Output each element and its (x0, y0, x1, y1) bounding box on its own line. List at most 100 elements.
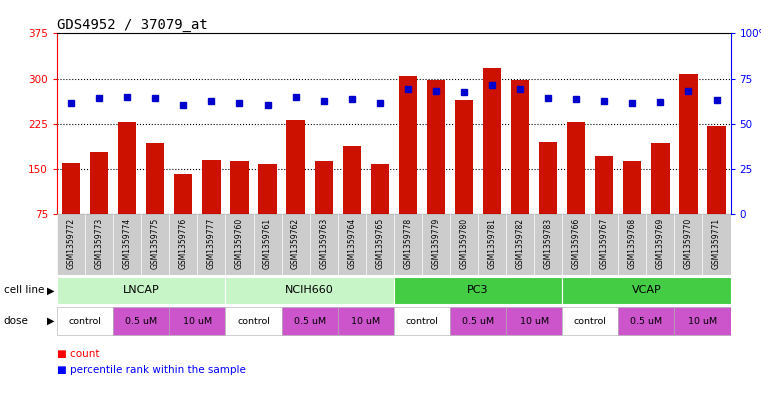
Text: PC3: PC3 (467, 285, 489, 296)
Text: GSM1359760: GSM1359760 (235, 218, 244, 269)
Text: GSM1359763: GSM1359763 (319, 218, 328, 269)
Bar (478, 214, 506, 275)
Bar (57, 214, 85, 275)
Text: dose: dose (4, 316, 29, 326)
Bar (57, 307, 113, 335)
Bar (646, 214, 674, 275)
Bar (399, 75, 417, 259)
Text: GSM1359776: GSM1359776 (179, 218, 188, 269)
Bar (371, 164, 389, 259)
Text: 0.5 uM: 0.5 uM (630, 317, 662, 325)
Bar (338, 307, 393, 335)
Bar (623, 161, 642, 259)
Bar (231, 161, 249, 259)
Text: GSM1359777: GSM1359777 (207, 218, 216, 269)
Bar (562, 214, 591, 275)
Bar (57, 277, 225, 304)
Bar (197, 214, 225, 275)
Text: control: control (237, 317, 270, 325)
Bar (455, 100, 473, 259)
Bar (393, 214, 422, 275)
Text: GSM1359767: GSM1359767 (600, 218, 609, 269)
Bar (366, 214, 393, 275)
Text: GSM1359771: GSM1359771 (712, 218, 721, 269)
Text: GSM1359768: GSM1359768 (628, 218, 637, 269)
Bar (169, 307, 225, 335)
Bar (225, 277, 394, 304)
Bar (169, 214, 197, 275)
Bar (314, 161, 333, 259)
Bar (708, 126, 726, 259)
Text: GSM1359769: GSM1359769 (656, 218, 665, 269)
Bar (680, 74, 698, 259)
Text: GSM1359781: GSM1359781 (488, 218, 496, 269)
Bar (113, 307, 169, 335)
Bar (618, 307, 674, 335)
Bar (450, 214, 478, 275)
Bar (225, 214, 253, 275)
Bar (539, 142, 557, 259)
Bar (427, 80, 445, 259)
Text: 10 uM: 10 uM (183, 317, 212, 325)
Text: 0.5 uM: 0.5 uM (294, 317, 326, 325)
Bar (394, 307, 450, 335)
Text: control: control (68, 317, 101, 325)
Text: ■ percentile rank within the sample: ■ percentile rank within the sample (57, 365, 246, 375)
Bar (342, 146, 361, 259)
Text: GSM1359778: GSM1359778 (403, 218, 412, 269)
Bar (113, 214, 142, 275)
Text: GSM1359772: GSM1359772 (67, 218, 75, 269)
Text: GSM1359761: GSM1359761 (263, 218, 272, 269)
Text: GSM1359766: GSM1359766 (572, 218, 581, 269)
Bar (591, 214, 618, 275)
Text: 10 uM: 10 uM (520, 317, 549, 325)
Text: control: control (574, 317, 607, 325)
Bar (118, 122, 136, 259)
Bar (534, 214, 562, 275)
Text: VCAP: VCAP (632, 285, 661, 296)
Bar (511, 80, 529, 259)
Bar (562, 307, 618, 335)
Bar (142, 214, 169, 275)
Text: GSM1359779: GSM1359779 (431, 218, 441, 269)
Text: GSM1359774: GSM1359774 (123, 218, 132, 269)
Bar (62, 163, 80, 259)
Text: NCIH660: NCIH660 (285, 285, 334, 296)
Bar (506, 214, 534, 275)
Bar (562, 277, 731, 304)
Bar (651, 143, 670, 259)
Bar (174, 174, 193, 259)
Text: GSM1359780: GSM1359780 (460, 218, 469, 269)
Bar (310, 214, 338, 275)
Bar (595, 156, 613, 259)
Bar (85, 214, 113, 275)
Text: GSM1359765: GSM1359765 (375, 218, 384, 269)
Bar (90, 152, 108, 259)
Bar (394, 277, 562, 304)
Text: 10 uM: 10 uM (688, 317, 717, 325)
Bar (259, 164, 277, 259)
Text: ▶: ▶ (47, 316, 55, 326)
Text: GDS4952 / 37079_at: GDS4952 / 37079_at (57, 18, 208, 32)
Bar (618, 214, 646, 275)
Bar (506, 307, 562, 335)
Text: GSM1359770: GSM1359770 (684, 218, 693, 269)
Text: LNCAP: LNCAP (123, 285, 160, 296)
Bar (483, 68, 501, 259)
Bar (202, 160, 221, 259)
Text: control: control (406, 317, 438, 325)
Text: GSM1359773: GSM1359773 (94, 218, 103, 269)
Text: 0.5 uM: 0.5 uM (126, 317, 158, 325)
Text: cell line: cell line (4, 285, 44, 296)
Bar (567, 122, 585, 259)
Text: ▶: ▶ (47, 285, 55, 296)
Bar (674, 214, 702, 275)
Text: 0.5 uM: 0.5 uM (462, 317, 494, 325)
Bar (286, 119, 304, 259)
Text: GSM1359783: GSM1359783 (543, 218, 552, 269)
Text: GSM1359764: GSM1359764 (347, 218, 356, 269)
Bar (282, 307, 338, 335)
Bar (338, 214, 366, 275)
Text: GSM1359775: GSM1359775 (151, 218, 160, 269)
Bar (146, 143, 164, 259)
